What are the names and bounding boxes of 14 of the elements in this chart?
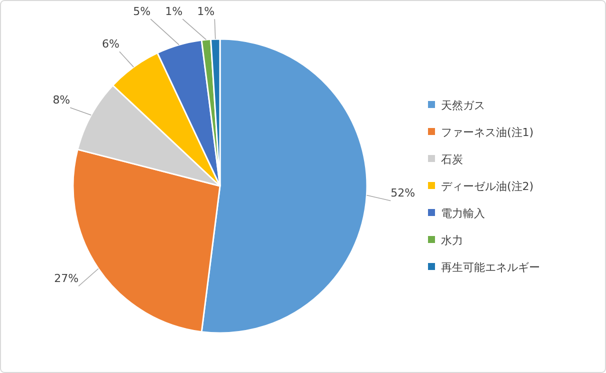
data-label: 6% [102,38,120,51]
data-label: 1% [197,5,215,18]
data-label: 8% [52,94,70,107]
legend-label: ファーネス油(注1) [441,126,534,139]
legend-label: ディーゼル油(注2) [441,180,534,193]
legend-label: 石炭 [441,153,463,166]
legend-label: 天然ガス [441,99,485,112]
data-label: 52% [390,186,416,200]
legend-label: 電力輸入 [441,207,485,220]
legend-label: 再生可能エネルギー [441,261,540,274]
data-label: 5% [133,5,151,18]
legend-label: 水力 [441,234,463,247]
data-label: 27% [54,272,79,286]
data-label: 1% [165,5,183,18]
